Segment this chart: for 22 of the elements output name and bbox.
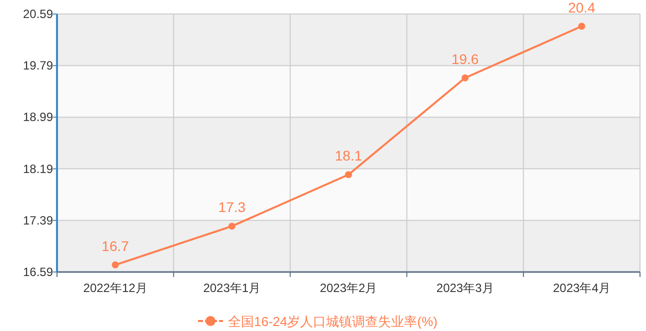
x-tick-label: 2023年3月 — [436, 281, 494, 295]
y-tick-label: 16.59 — [22, 265, 54, 279]
data-label: 18.1 — [334, 148, 362, 164]
y-tick-label: 18.99 — [22, 110, 54, 124]
point — [578, 22, 586, 30]
y-tick-label: 20.59 — [22, 7, 54, 21]
data-label: 16.7 — [102, 238, 130, 254]
data-label: 19.6 — [451, 50, 479, 67]
data-label: 17.3 — [218, 199, 246, 216]
y-tick-label: 19.79 — [22, 58, 54, 73]
x-tick-label: 2022年12月 — [83, 281, 148, 295]
legend-label: 全国16-24岁人口城镇调查失业率(%) — [228, 314, 438, 329]
y-tick-label: 18.19 — [22, 162, 54, 176]
x-tick-label: 2023年1月 — [203, 281, 261, 295]
x-tick-label: 2023年2月 — [320, 281, 378, 295]
point — [228, 222, 236, 230]
x-tick-label: 2023年4月 — [553, 281, 610, 295]
point — [462, 74, 469, 82]
point — [112, 261, 119, 268]
point — [345, 171, 352, 178]
y-tick-label: 17.39 — [22, 213, 54, 228]
data-label: 20.4 — [568, 0, 596, 16]
